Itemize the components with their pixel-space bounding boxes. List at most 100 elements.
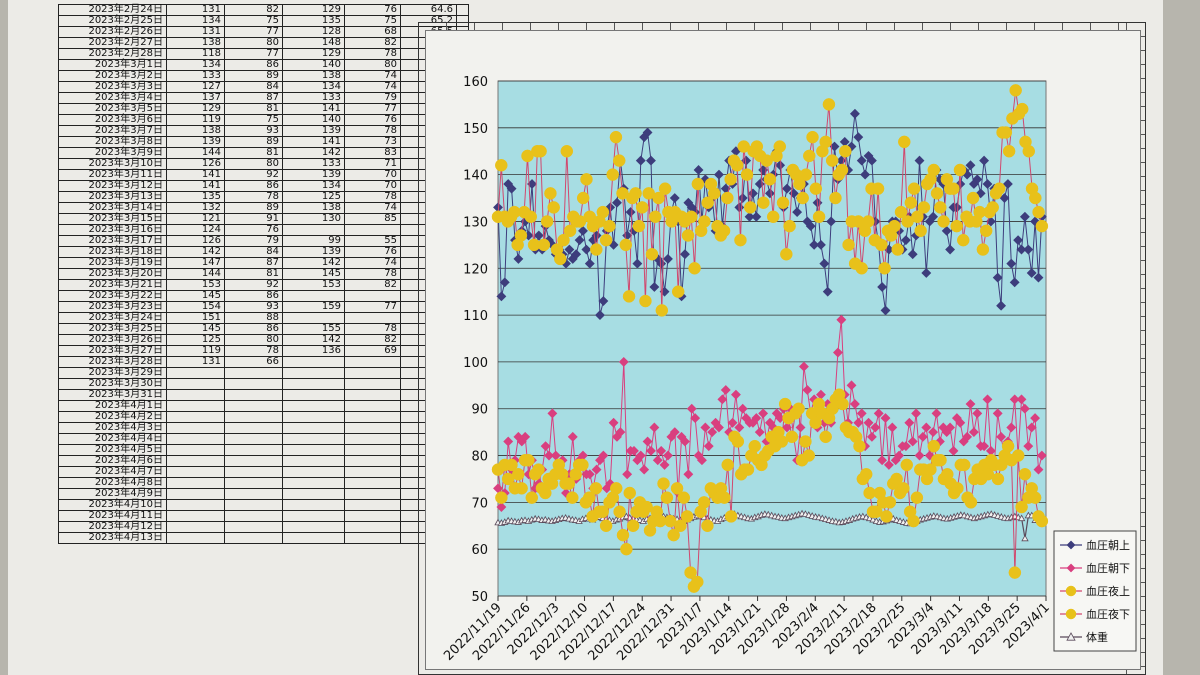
- table-row: 2023年3月8日139891417366.9: [58, 136, 470, 148]
- table-cell-b: 78: [224, 191, 283, 203]
- data-point-series-3: [701, 519, 714, 533]
- table-cell-d: 77: [344, 301, 401, 313]
- table-cell-a: [166, 532, 225, 544]
- data-point-series-1: [992, 408, 1003, 419]
- data-point-series-0: [506, 183, 517, 194]
- table-cell-date: 2023年3月13日: [58, 191, 167, 203]
- table-cell-date: 2023年4月6日: [58, 455, 167, 467]
- table-cell-d: 78: [344, 191, 401, 203]
- data-point-series-0: [737, 193, 748, 203]
- data-point-series-2: [599, 233, 613, 247]
- table-cell-d: 74: [344, 81, 401, 93]
- data-point-series-3: [927, 439, 941, 453]
- table-row: 2023年4月12日: [58, 521, 470, 533]
- table-cell-a: 118: [166, 48, 225, 60]
- table-cell-a: 145: [166, 290, 225, 302]
- data-point-series-3: [539, 486, 552, 500]
- table-cell-c: 148: [282, 37, 345, 49]
- data-point-series-1: [849, 399, 860, 409]
- data-point-series-2: [717, 224, 731, 238]
- data-point-series-0: [1013, 235, 1024, 246]
- table-cell-date: 2023年3月1日: [58, 59, 167, 71]
- data-point-series-2: [773, 140, 787, 153]
- data-point-series-2: [986, 201, 999, 214]
- table-cell-b: [224, 411, 283, 423]
- legend-label: 体重: [1086, 630, 1108, 644]
- data-point-series-0: [1033, 272, 1044, 283]
- table-cell-b: 80: [224, 37, 283, 49]
- table-cell-date: 2023年3月19日: [58, 257, 167, 269]
- data-point-series-3: [883, 496, 897, 509]
- table-cell-a: 133: [166, 70, 225, 82]
- data-point-series-0: [533, 230, 544, 241]
- data-point-series-0: [581, 244, 592, 255]
- table-cell-d: 68: [344, 26, 401, 38]
- table-cell-date: 2023年3月24日: [58, 312, 167, 324]
- table-cell-a: 131: [166, 4, 225, 16]
- data-point-series-3: [836, 397, 849, 411]
- data-point-series-2: [590, 243, 603, 256]
- table-row: 2023年2月27日138801488265.0: [58, 37, 470, 49]
- data-point-series-1: [900, 441, 911, 452]
- data-point-series-2: [927, 163, 941, 177]
- data-point-series-1: [948, 445, 959, 456]
- data-point-series-1: [663, 450, 673, 461]
- table-cell-c: [282, 455, 345, 467]
- data-point-series-3: [562, 477, 576, 490]
- table-cell-b: 78: [224, 345, 283, 357]
- data-point-series-2: [540, 215, 554, 228]
- table-cell-date: 2023年4月3日: [58, 422, 167, 434]
- table-cell-date: 2023年4月4日: [58, 433, 167, 445]
- data-point-series-2: [842, 238, 855, 252]
- table-row: 2023年3月12日141861347067.0: [58, 180, 470, 192]
- table-cell-date: 2023年3月2日: [58, 70, 167, 82]
- data-point-series-3: [748, 439, 761, 453]
- data-point-series-2: [724, 173, 737, 186]
- table-cell-b: 76: [224, 224, 283, 236]
- data-point-series-1: [962, 431, 973, 442]
- table-row: 2023年4月8日: [58, 477, 470, 489]
- table-row: 2023年3月21日153921538266.5: [58, 279, 470, 291]
- data-point-series-0: [921, 268, 932, 278]
- data-point-series-2: [721, 191, 734, 205]
- table-cell-b: [224, 422, 283, 434]
- table-cell-a: [166, 455, 225, 467]
- data-point-series-2: [495, 159, 508, 172]
- data-point-series-2: [763, 173, 777, 186]
- table-cell-a: 129: [166, 103, 225, 115]
- data-point-series-0: [595, 310, 605, 321]
- table-cell-date: 2023年4月12日: [58, 521, 167, 533]
- table-cell-c: [282, 400, 345, 412]
- table-row: 2023年3月24日1518867.2: [58, 312, 470, 324]
- table-row: 2023年3月16日1247666.9: [58, 224, 470, 236]
- table-row: 2023年4月13日: [58, 532, 470, 544]
- data-point-series-2: [576, 191, 590, 205]
- table-cell-a: 131: [166, 26, 225, 38]
- data-point-series-1: [608, 417, 619, 428]
- data-point-series-0: [564, 244, 575, 255]
- data-point-series-1: [496, 502, 507, 512]
- data-point-series-3: [785, 430, 799, 444]
- table-cell-c: 159: [282, 301, 345, 313]
- table-cell-c: 141: [282, 136, 345, 148]
- table-cell-c: [282, 378, 345, 390]
- data-point-series-1: [856, 408, 867, 419]
- data-point-series-3: [900, 458, 914, 472]
- data-point-series-3: [1035, 514, 1049, 528]
- legend-marker-0: [1066, 540, 1076, 550]
- table-row: 2023年3月30日: [58, 378, 470, 390]
- data-point-series-1: [866, 431, 877, 442]
- table-cell-b: 82: [224, 4, 283, 16]
- data-point-series-1: [598, 450, 609, 461]
- table-cell-c: 136: [282, 345, 345, 357]
- data-point-series-2: [822, 98, 836, 111]
- table-cell-date: 2023年3月23日: [58, 301, 167, 313]
- data-point-series-2: [1029, 191, 1042, 205]
- data-point-series-3: [897, 482, 910, 495]
- data-point-series-2: [563, 224, 577, 238]
- data-point-series-2: [658, 182, 672, 195]
- table-cell-c: 134: [282, 81, 345, 93]
- y-tick-label: 60: [471, 543, 488, 558]
- data-point-series-1: [618, 356, 629, 367]
- table-cell-date: 2023年3月18日: [58, 246, 167, 258]
